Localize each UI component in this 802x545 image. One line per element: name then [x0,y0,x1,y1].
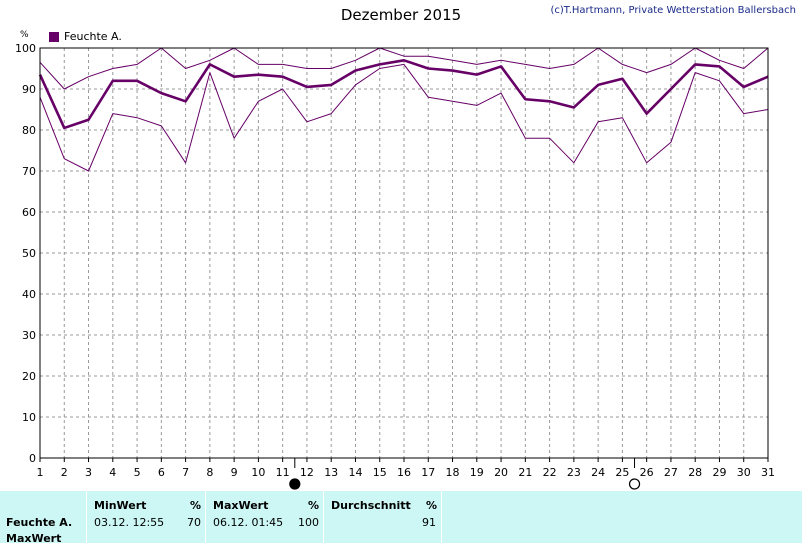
min-header: MinWert [94,499,147,512]
x-tick-label: 6 [158,466,165,479]
grid [40,47,768,458]
x-tick-label: 31 [761,466,775,479]
x-tick-label: 2 [61,466,68,479]
x-tick-label: 26 [640,466,654,479]
min-column: MinWert % 03.12. 12:55 70 [86,491,205,543]
avg-column: Durchschnitt % 91 [323,491,441,543]
y-tick-label: 10 [22,411,36,424]
x-tick-label: 8 [206,466,213,479]
x-tick-label: 25 [615,466,629,479]
max-value: 100 [298,516,319,529]
x-tick-label: 17 [421,466,435,479]
y-tick-label: 90 [22,83,36,96]
x-tick-label: 19 [470,466,484,479]
max-column: MaxWert % 06.12. 01:45 100 [205,491,323,543]
plot-frame [39,47,769,459]
empty-column [441,491,802,543]
series-line-min [39,63,769,172]
x-tick-label: 29 [712,466,726,479]
min-value: 70 [187,516,201,529]
y-tick-label: 80 [22,124,36,137]
moon-phases [289,458,641,490]
x-tick-label: 3 [85,466,92,479]
x-tick-label: 15 [373,466,387,479]
x-tick-label: 14 [348,466,362,479]
y-axis-unit: % [20,30,29,40]
x-tick-label: 5 [134,466,141,479]
new-moon-icon [289,478,301,490]
x-tick-label: 18 [446,466,460,479]
y-tick-label: 100 [15,42,36,55]
y-tick-label: 50 [22,247,36,260]
legend: Feuchte A. [49,30,122,43]
x-tick-label: 23 [567,466,581,479]
min-unit: % [190,499,202,512]
x-tick-label: 10 [251,466,265,479]
x-tick-label: 24 [591,466,605,479]
x-tick-label: 30 [737,466,751,479]
max-unit: % [308,499,320,512]
y-tick-label: 60 [22,206,36,219]
y-tick-label: 40 [22,288,36,301]
chart-title: Dezember 2015 [340,6,462,24]
max-header: MaxWert [213,499,269,512]
y-tick-label: 30 [22,329,36,342]
x-tick-label: 1 [37,466,44,479]
series-line-feuchte [38,58,769,130]
x-tick-label: 9 [231,466,238,479]
y-tick-label: 20 [22,370,36,383]
max-datetime: 06.12. 01:45 [213,516,284,529]
legend-label: Feuchte A. [64,30,122,43]
avg-unit: % [426,499,438,512]
x-tick-label: 20 [494,466,508,479]
x-tick-label: 28 [688,466,702,479]
footer-row-label-2: MaxWert [6,532,62,545]
footer-row-label: Feuchte A. [6,516,73,529]
x-tick-label: 27 [664,466,678,479]
x-tick-label: 22 [543,466,557,479]
x-tick-label: 7 [182,466,189,479]
x-tick-label: 16 [397,466,411,479]
y-tick-label: 70 [22,165,36,178]
x-tick-label: 13 [324,466,338,479]
x-tick-label: 12 [300,466,314,479]
legend-swatch [49,31,59,42]
x-tick-label: 21 [518,466,532,479]
full-moon-icon [628,478,641,490]
min-datetime: 03.12. 12:55 [94,516,165,529]
statistics-footer: Feuchte A. MaxWert MinWert % 03.12. 12:5… [0,491,802,545]
avg-value: 91 [422,516,436,529]
y-tick-label: 0 [29,452,36,465]
avg-header: Durchschnitt [331,499,411,512]
copyright-text: (c)T.Hartmann, Private Wetterstation Bal… [550,5,796,16]
x-tick-label: 11 [276,466,290,479]
x-tick-label: 4 [109,466,116,479]
